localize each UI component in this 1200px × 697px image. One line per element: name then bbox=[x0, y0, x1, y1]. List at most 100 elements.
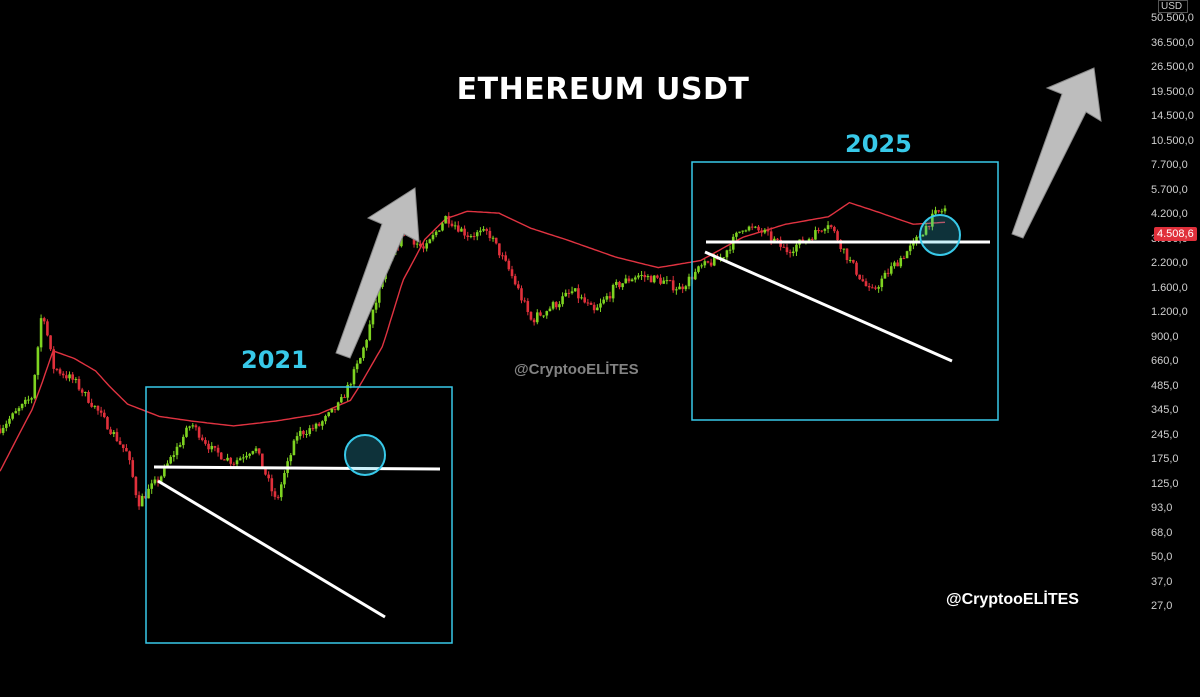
candle-body bbox=[61, 373, 65, 376]
candle-body bbox=[589, 302, 593, 305]
candle-body bbox=[823, 229, 827, 231]
candle-body bbox=[684, 286, 688, 290]
candle-body bbox=[889, 266, 893, 274]
candle-body bbox=[883, 272, 887, 279]
candle-body bbox=[90, 402, 93, 407]
candle-body bbox=[460, 228, 463, 232]
candle-body bbox=[349, 384, 353, 386]
candle-body bbox=[678, 286, 681, 290]
candle-body bbox=[137, 495, 141, 507]
up-arrow-icon-left bbox=[335, 187, 420, 359]
candle-body bbox=[750, 226, 754, 228]
axis-tick-label: 4.200,0 bbox=[1151, 208, 1188, 220]
candle-body bbox=[485, 229, 489, 231]
candle-body bbox=[27, 399, 30, 401]
candle-body bbox=[273, 491, 277, 497]
candle-body bbox=[87, 392, 90, 403]
candle-body bbox=[498, 243, 501, 256]
candle-layer bbox=[0, 205, 947, 510]
candle-body bbox=[649, 276, 653, 283]
candle-body bbox=[425, 243, 428, 249]
candle-body bbox=[738, 231, 741, 233]
candle-body bbox=[596, 307, 599, 311]
candle-body bbox=[112, 432, 116, 434]
axis-tick-label: 900,0 bbox=[1151, 330, 1179, 343]
candle-body bbox=[422, 246, 425, 249]
candle-body bbox=[861, 279, 865, 282]
candle-body bbox=[30, 398, 33, 400]
candle-body bbox=[659, 277, 662, 284]
candle-body bbox=[166, 463, 169, 467]
candle-body bbox=[675, 289, 678, 291]
candle-body bbox=[564, 292, 568, 297]
candle-body bbox=[125, 448, 128, 452]
candle-body bbox=[134, 476, 138, 496]
candle-body bbox=[336, 402, 340, 410]
candle-body bbox=[42, 318, 46, 322]
candle-body bbox=[706, 261, 710, 263]
candle-body bbox=[207, 443, 210, 450]
candle-body bbox=[49, 335, 52, 350]
candle-body bbox=[665, 280, 669, 282]
candle-body bbox=[469, 236, 473, 238]
candle-body bbox=[257, 448, 261, 454]
candle-body bbox=[744, 230, 748, 232]
candle-body bbox=[55, 368, 59, 370]
candle-body bbox=[444, 216, 447, 224]
candle-body bbox=[504, 255, 507, 261]
candle-body bbox=[943, 208, 947, 212]
candle-body bbox=[757, 226, 760, 231]
candle-body bbox=[855, 262, 858, 275]
candle-body bbox=[267, 474, 270, 479]
candle-body bbox=[735, 232, 738, 237]
candle-body bbox=[200, 437, 204, 441]
candle-body bbox=[463, 228, 466, 236]
axis-tick-label: 37,0 bbox=[1151, 575, 1173, 588]
candle-body bbox=[242, 457, 245, 459]
candle-body bbox=[456, 225, 460, 232]
candle-body bbox=[671, 280, 675, 291]
candle-body bbox=[150, 483, 154, 489]
candle-body bbox=[466, 235, 470, 237]
axis-tick-label: 50.500,0 bbox=[1151, 12, 1194, 24]
candle-body bbox=[722, 257, 726, 259]
candle-body bbox=[874, 287, 877, 289]
candle-body bbox=[74, 378, 78, 380]
candle-body bbox=[829, 225, 833, 227]
candle-body bbox=[121, 444, 125, 449]
candle-body bbox=[1, 427, 5, 433]
candle-body bbox=[605, 296, 609, 300]
breakout-circle-2021 bbox=[344, 434, 386, 476]
candle-body bbox=[254, 448, 258, 452]
moving-average-line bbox=[0, 201, 946, 472]
candle-body bbox=[491, 237, 495, 239]
trendline-2025 bbox=[704, 250, 953, 363]
candle-body bbox=[687, 276, 691, 287]
candle-body bbox=[712, 256, 716, 266]
year-label-2025: 2025 bbox=[845, 130, 912, 158]
candle-body bbox=[36, 347, 40, 375]
candle-body bbox=[340, 397, 343, 403]
candle-body bbox=[494, 237, 498, 244]
candle-body bbox=[441, 223, 444, 231]
candle-body bbox=[140, 495, 144, 507]
candle-body bbox=[529, 311, 533, 320]
candle-body bbox=[302, 430, 305, 435]
candle-body bbox=[826, 225, 830, 230]
candle-body bbox=[520, 288, 523, 301]
candle-body bbox=[450, 223, 454, 226]
candle-body bbox=[602, 299, 605, 304]
candle-body bbox=[377, 286, 381, 303]
candle-body bbox=[845, 248, 849, 260]
candle-body bbox=[934, 210, 937, 214]
candle-body bbox=[510, 269, 514, 277]
candle-body bbox=[769, 231, 773, 241]
candle-body bbox=[627, 278, 631, 282]
axis-tick-label: 93,0 bbox=[1151, 502, 1173, 514]
candle-body bbox=[475, 232, 479, 237]
candle-body bbox=[580, 297, 583, 299]
candle-body bbox=[219, 452, 223, 460]
candle-body bbox=[264, 467, 267, 475]
candle-body bbox=[681, 286, 684, 290]
candle-body bbox=[592, 304, 596, 311]
